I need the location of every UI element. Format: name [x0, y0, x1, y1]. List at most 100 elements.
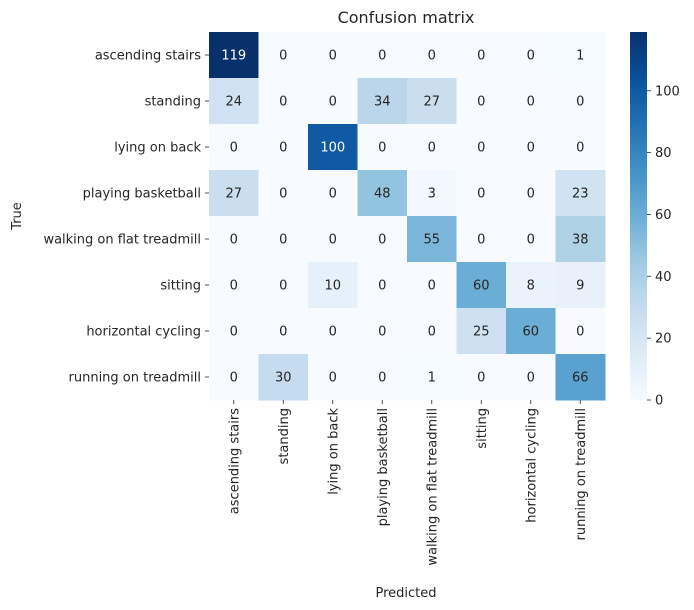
- x-tick-label: lying on back: [326, 408, 341, 495]
- heatmap-cell: [357, 32, 408, 79]
- heatmap-cell: [258, 308, 309, 355]
- cell-value-label: 25: [473, 325, 490, 340]
- heatmap-cell: [555, 354, 606, 401]
- colorbar-ticks: 0 20 40 60 80 100: [647, 84, 680, 409]
- x-tick-label: horizontal cycling: [524, 408, 539, 523]
- heatmap-cell: [407, 308, 457, 355]
- heatmap-cell: [308, 354, 358, 401]
- cell-value-label: 0: [329, 187, 337, 202]
- x-axis-ticks: ascending stairs standing lying on back pla…: [227, 400, 589, 566]
- heatmap-cell: [407, 354, 457, 401]
- cell-value-label: 0: [230, 325, 238, 340]
- cell-value-label: 24: [225, 95, 242, 110]
- cell-value-label: 0: [576, 325, 584, 340]
- heatmap-cell: [357, 124, 408, 171]
- cell-value-label: 0: [477, 187, 485, 202]
- heatmap-cell: [555, 170, 606, 217]
- colorbar-tick-label: 20: [655, 332, 672, 347]
- cell-value-label: 60: [522, 325, 539, 340]
- colorbar-tick-label: 60: [655, 208, 672, 223]
- heatmap-cell: [308, 124, 358, 171]
- heatmap-cell: [506, 216, 556, 263]
- cell-value-label: 55: [423, 233, 440, 248]
- y-tick-label: playing basketball: [83, 187, 201, 202]
- heatmap-cell: [407, 32, 457, 79]
- cell-value-label: 0: [527, 141, 535, 156]
- heatmap-cell: [308, 308, 358, 355]
- cell-value-label: 0: [378, 233, 386, 248]
- cell-value-label: 0: [477, 233, 485, 248]
- colorbar-tick-label: 40: [655, 270, 672, 285]
- chart-title: Confusion matrix: [338, 8, 475, 27]
- cell-value-label: 34: [374, 95, 391, 110]
- heatmap-cell: [456, 308, 507, 355]
- heatmap-cell: [209, 32, 259, 79]
- cell-value-label: 0: [428, 141, 436, 156]
- cell-value-label: 0: [477, 49, 485, 64]
- cell-value-label: 60: [473, 279, 490, 294]
- cell-value-label: 119: [221, 49, 246, 64]
- cell-value-label: 0: [378, 279, 386, 294]
- heatmap-cell: [506, 170, 556, 217]
- y-axis-label: True: [10, 202, 25, 231]
- heatmap-cell: [407, 78, 457, 125]
- y-tick-label: ascending stairs: [95, 49, 201, 64]
- cell-value-label: 23: [572, 187, 589, 202]
- cell-value-label: 0: [576, 141, 584, 156]
- cell-value-label: 0: [329, 325, 337, 340]
- cell-value-label: 1: [576, 49, 584, 64]
- cell-value-label: 0: [378, 49, 386, 64]
- heatmap-cell: [308, 216, 358, 263]
- colorbar-tick-label: 80: [655, 146, 672, 161]
- cell-value-label: 0: [527, 49, 535, 64]
- y-tick-label: running on treadmill: [69, 371, 202, 386]
- cell-value-label: 30: [275, 371, 292, 386]
- heatmap-cell: [308, 170, 358, 217]
- cell-value-label: 0: [279, 325, 287, 340]
- heatmap-cell: [456, 216, 507, 263]
- heatmap-cell: [209, 170, 259, 217]
- heatmap-cell: [209, 308, 259, 355]
- heatmap-cell: [555, 308, 606, 355]
- heatmap-cell: [357, 170, 408, 217]
- cell-value-label: 0: [527, 187, 535, 202]
- heatmap-cell: [258, 32, 309, 79]
- cell-value-label: 0: [527, 95, 535, 110]
- cell-value-label: 0: [329, 233, 337, 248]
- cell-value-label: 0: [477, 371, 485, 386]
- heatmap-cell: [555, 216, 606, 263]
- cell-value-label: 0: [279, 187, 287, 202]
- heatmap-cell: [258, 262, 309, 309]
- heatmap-cell: [506, 124, 556, 171]
- heatmap-cell: [456, 32, 507, 79]
- heatmap-cell: [407, 216, 457, 263]
- cell-value-label: 0: [428, 49, 436, 64]
- heatmap-cells: [209, 32, 606, 401]
- heatmap-cell: [258, 78, 309, 125]
- heatmap-cell: [258, 170, 309, 217]
- cell-value-label: 48: [374, 187, 391, 202]
- cell-value-label: 27: [423, 95, 440, 110]
- cell-value-label: 0: [378, 141, 386, 156]
- heatmap-cell-labels: 119 0 0 0 0 0 0 124 0 0 34 27 0 0 00 0 100 0 0 0 0 027 0 0 48 3 0 0…: [221, 49, 588, 386]
- heatmap-cell: [456, 124, 507, 171]
- cell-value-label: 0: [279, 95, 287, 110]
- colorbar-tick-label: 100: [655, 84, 680, 99]
- heatmap-cell: [506, 32, 556, 79]
- heatmap-cell: [209, 124, 259, 171]
- cell-value-label: 8: [527, 279, 535, 294]
- heatmap-cell: [357, 308, 408, 355]
- heatmap-cell: [555, 262, 606, 309]
- cell-value-label: 0: [279, 233, 287, 248]
- cell-value-label: 27: [225, 187, 242, 202]
- heatmap-cell: [456, 170, 507, 217]
- y-tick-label: standing: [145, 95, 201, 110]
- cell-value-label: 0: [576, 95, 584, 110]
- heatmap-cell: [209, 354, 259, 401]
- heatmap-cell: [407, 124, 457, 171]
- cell-value-label: 0: [378, 325, 386, 340]
- heatmap-cell: [506, 308, 556, 355]
- heatmap-cell: [407, 262, 457, 309]
- cell-value-label: 0: [477, 141, 485, 156]
